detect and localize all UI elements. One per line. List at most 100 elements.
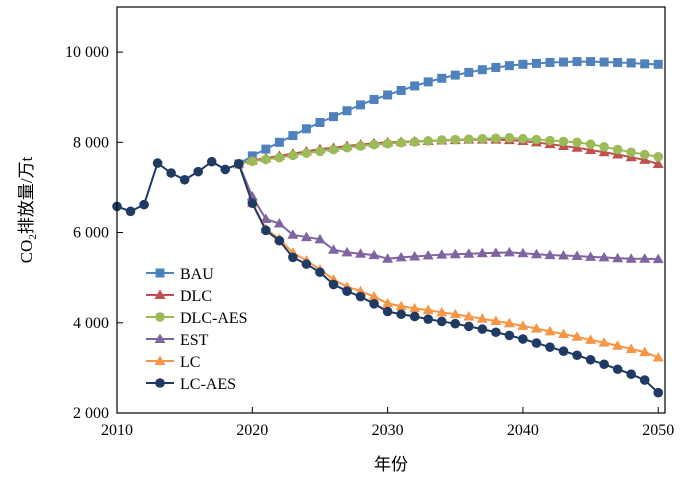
data-point bbox=[490, 315, 502, 325]
y-tick-label: 8 000 bbox=[73, 134, 109, 151]
data-point bbox=[652, 158, 664, 168]
data-point bbox=[396, 309, 406, 320]
data-point bbox=[383, 90, 393, 100]
data-point bbox=[545, 342, 555, 352]
data-point bbox=[179, 174, 190, 185]
data-point bbox=[355, 141, 366, 151]
data-point bbox=[599, 359, 609, 370]
data-point bbox=[463, 310, 475, 321]
legend-marker bbox=[155, 268, 165, 278]
data-point bbox=[653, 151, 664, 162]
data-point bbox=[464, 134, 474, 144]
data-point bbox=[503, 246, 515, 257]
data-point bbox=[586, 57, 596, 67]
data-point bbox=[369, 94, 379, 104]
data-point bbox=[355, 291, 366, 302]
legend-item: LC bbox=[146, 354, 200, 371]
legend-label: DLC bbox=[180, 288, 212, 305]
data-point bbox=[288, 150, 298, 161]
data-point bbox=[585, 251, 597, 261]
x-axis-label: 年份 bbox=[374, 455, 408, 474]
data-point bbox=[504, 330, 515, 341]
data-point bbox=[531, 134, 542, 145]
data-point bbox=[342, 142, 352, 153]
data-point bbox=[463, 248, 475, 258]
data-point bbox=[436, 306, 448, 317]
plot-frame bbox=[116, 6, 666, 414]
data-point bbox=[558, 328, 570, 339]
data-point bbox=[220, 164, 231, 175]
data-point bbox=[342, 286, 352, 297]
legend-marker bbox=[155, 378, 165, 388]
legend-label: EST bbox=[180, 332, 209, 349]
y-tick-label: 10 000 bbox=[65, 44, 109, 61]
data-point bbox=[531, 338, 542, 348]
data-point bbox=[382, 297, 394, 308]
data-point bbox=[356, 100, 366, 110]
data-point bbox=[355, 248, 367, 258]
data-point bbox=[640, 59, 650, 69]
legend: BAU DLC DLC-AES EST LC LC-AES bbox=[146, 266, 248, 393]
data-point bbox=[206, 156, 217, 167]
data-point bbox=[558, 250, 570, 260]
data-point bbox=[612, 364, 623, 375]
data-point bbox=[274, 152, 285, 163]
data-point bbox=[436, 135, 447, 145]
series-line bbox=[238, 138, 659, 165]
data-point bbox=[491, 133, 501, 144]
data-point bbox=[518, 133, 528, 144]
y-tick-label: 6 000 bbox=[73, 225, 109, 242]
legend-item: EST bbox=[146, 332, 209, 349]
data-point bbox=[504, 61, 514, 71]
x-tick-label: 2030 bbox=[372, 422, 404, 439]
legend-label: BAU bbox=[180, 266, 214, 283]
data-point bbox=[612, 252, 624, 263]
data-point bbox=[530, 248, 542, 259]
series-line bbox=[237, 163, 659, 394]
data-point bbox=[369, 139, 379, 150]
data-point bbox=[571, 331, 583, 341]
data-point bbox=[152, 158, 163, 168]
series-historical bbox=[112, 156, 244, 217]
series-lc-aes bbox=[233, 159, 664, 398]
legend-item: LC-AES bbox=[146, 376, 236, 393]
data-point bbox=[327, 244, 339, 254]
data-point bbox=[273, 218, 285, 228]
data-point bbox=[491, 62, 501, 72]
legend-label: LC-AES bbox=[180, 376, 236, 393]
data-point bbox=[558, 346, 569, 356]
data-point bbox=[328, 144, 339, 155]
data-point bbox=[572, 137, 582, 148]
series-line bbox=[237, 163, 659, 261]
data-point bbox=[315, 117, 325, 127]
data-point bbox=[477, 133, 488, 144]
data-point bbox=[653, 59, 663, 69]
data-point bbox=[369, 299, 379, 309]
legend-item: DLC-AES bbox=[146, 310, 248, 327]
legend-marker bbox=[154, 289, 166, 299]
data-point bbox=[464, 321, 474, 332]
data-point bbox=[436, 316, 447, 327]
data-point bbox=[652, 352, 664, 362]
x-tick-label: 2040 bbox=[507, 422, 539, 439]
data-point bbox=[436, 249, 448, 259]
data-point bbox=[625, 343, 637, 353]
data-point bbox=[653, 387, 664, 398]
data-point bbox=[545, 135, 555, 146]
y-axis-label: CO2排放量/万t bbox=[17, 156, 39, 263]
data-point bbox=[314, 233, 326, 244]
data-point bbox=[558, 136, 569, 147]
y-tick-label: 2 000 bbox=[73, 405, 109, 422]
data-point bbox=[599, 57, 609, 67]
data-point bbox=[382, 306, 393, 317]
data-point bbox=[382, 138, 393, 149]
data-point bbox=[274, 235, 285, 246]
data-point bbox=[626, 147, 636, 158]
data-point bbox=[166, 168, 176, 178]
data-point bbox=[233, 159, 244, 169]
data-point bbox=[410, 81, 420, 91]
data-point bbox=[530, 323, 542, 333]
data-point bbox=[504, 133, 515, 143]
data-point bbox=[450, 70, 460, 80]
series-line bbox=[116, 160, 240, 213]
